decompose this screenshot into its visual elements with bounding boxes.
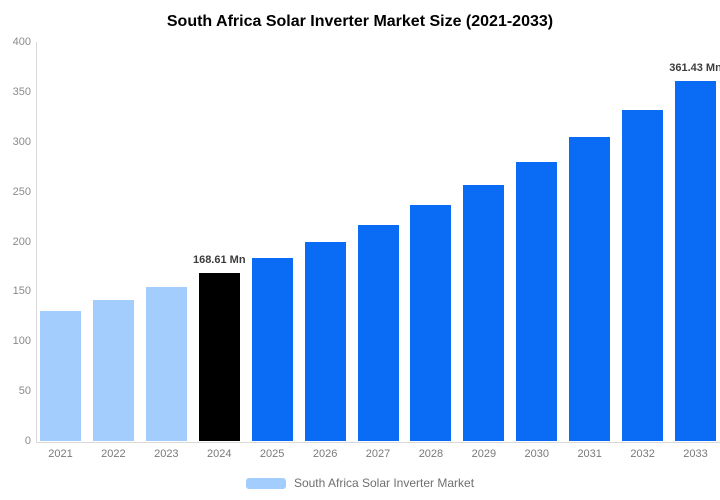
x-tick-label-2029: 2029	[471, 448, 497, 460]
y-tick-label-250: 250	[12, 185, 31, 198]
x-tick-label-2028: 2028	[418, 448, 444, 460]
x-tick-label-2023: 2023	[154, 448, 179, 460]
bar-2031[interactable]	[569, 137, 611, 442]
x-tick-label-2025: 2025	[259, 448, 285, 460]
bar-2029[interactable]	[463, 184, 505, 442]
x-tick-label-2031: 2031	[577, 448, 602, 460]
bar-2032[interactable]	[622, 110, 664, 442]
y-axis-line	[36, 42, 37, 442]
x-tick-label-2026: 2026	[312, 448, 338, 460]
bar-2022[interactable]	[92, 299, 134, 442]
x-tick-label-2032: 2032	[630, 448, 655, 460]
y-tick-label-300: 300	[12, 135, 31, 148]
bar-2021[interactable]	[40, 311, 81, 442]
value-label-2033: 361.43 Mn	[669, 61, 720, 74]
x-axis-line	[36, 442, 720, 443]
y-tick-label-400: 400	[12, 36, 31, 48]
y-tick-label-100: 100	[12, 335, 31, 348]
y-tick-label-350: 350	[12, 85, 31, 98]
bar-2028[interactable]	[410, 205, 452, 442]
x-tick-label-2030: 2030	[524, 448, 549, 460]
chart-title: South Africa Solar Inverter Market Size …	[166, 13, 554, 30]
x-tick-label-2033: 2033	[683, 448, 708, 460]
x-tick-label-2024: 2024	[207, 448, 232, 460]
value-label-2024: 168.61 Mn	[192, 254, 246, 267]
bar-2033[interactable]	[675, 80, 717, 442]
bar-2030[interactable]	[516, 161, 558, 442]
bar-2026[interactable]	[304, 242, 346, 442]
y-tick-label-0: 0	[24, 435, 31, 447]
x-tick-label-2021: 2021	[48, 448, 73, 460]
legend[interactable]: South Africa Solar Inverter Market	[0, 475, 720, 491]
x-tick-label-2027: 2027	[365, 448, 391, 460]
bar-2025[interactable]	[251, 258, 293, 442]
bar-2024[interactable]	[198, 273, 240, 442]
y-tick-label-50: 50	[18, 385, 31, 398]
y-tick-label-200: 200	[12, 235, 31, 248]
bar-2027[interactable]	[357, 224, 399, 442]
bar-2023[interactable]	[145, 286, 187, 442]
legend-swatch	[245, 477, 286, 489]
y-tick-label-150: 150	[12, 285, 31, 298]
legend-label: South Africa Solar Inverter Market	[293, 476, 475, 490]
x-tick-label-2022: 2022	[101, 448, 126, 460]
